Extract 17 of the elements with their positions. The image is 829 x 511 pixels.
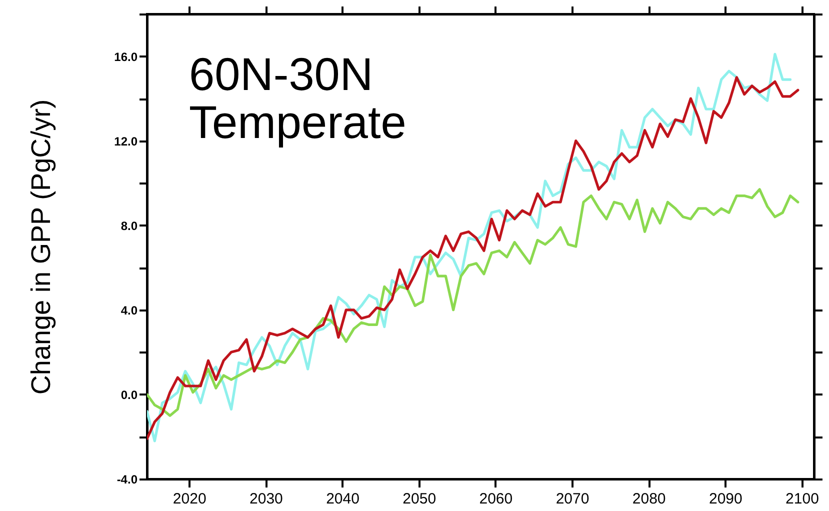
x-tick-label: 2100 <box>786 490 819 508</box>
y-tick-label: 16.0 <box>114 50 138 64</box>
y-tick-label: -4.0 <box>116 472 138 486</box>
y-tick-label: 12.0 <box>114 134 138 148</box>
x-tick-label: 2050 <box>402 490 436 508</box>
x-tick-label: 2060 <box>479 490 513 508</box>
x-tick-label: 2040 <box>326 490 360 508</box>
y-tick-label: 8.0 <box>120 218 138 233</box>
y-axis-title: Change in GPP (PgC/yr) <box>26 99 56 395</box>
x-tick-label: 2090 <box>708 490 742 508</box>
y-tick-label: 4.0 <box>120 303 138 318</box>
x-tick-label: 2080 <box>632 490 666 508</box>
line-series <box>147 188 800 417</box>
x-tick-label: 2070 <box>556 490 590 508</box>
x-tick-label: 2030 <box>250 490 283 508</box>
y-tick-label: 0.0 <box>120 388 138 402</box>
x-tick-label: 2020 <box>172 490 206 508</box>
